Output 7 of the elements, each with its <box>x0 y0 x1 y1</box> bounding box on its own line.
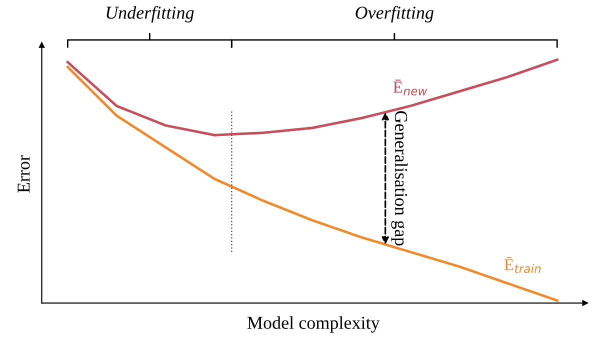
text: Underfitting <box>106 6 194 22</box>
series-label: Ē$_{train}$ <box>504 257 541 274</box>
x-axis-title: Model complexity <box>247 316 380 333</box>
series-label: Ē$_{new}$ <box>393 80 428 96</box>
annotation: Generalisation gap <box>391 111 408 246</box>
text: Overfitting <box>356 6 434 22</box>
y-axis-title: Error <box>18 155 30 193</box>
